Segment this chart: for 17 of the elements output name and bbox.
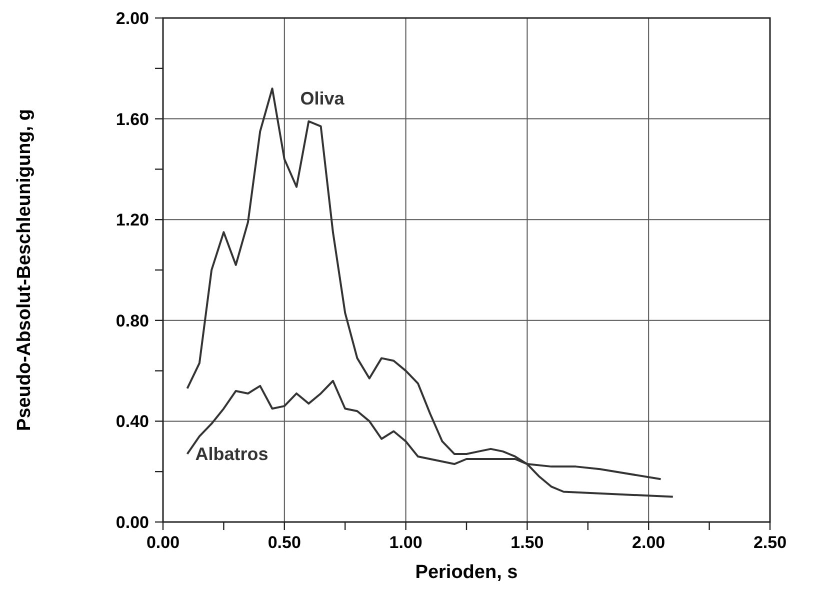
x-tick-label: 1.50 xyxy=(510,533,544,552)
y-tick-label: 0.00 xyxy=(116,512,149,532)
x-tick-label: 2.50 xyxy=(753,533,787,552)
x-tick-label: 1.00 xyxy=(389,533,422,552)
line-series xyxy=(186,88,674,498)
y-tick-label: 1.20 xyxy=(116,210,149,230)
x-axis-title: Perioden, s xyxy=(415,562,518,583)
x-tick-label: 2.00 xyxy=(632,533,666,552)
series-label: Oliva xyxy=(300,88,346,109)
y-tick-label: 2.00 xyxy=(116,8,149,28)
y-axis-title: Pseudo-Absolut-Beschleunigung, g xyxy=(14,109,35,431)
y-tick-label: 1.60 xyxy=(116,110,149,129)
y-tick-label: 0.40 xyxy=(116,412,149,432)
x-tick-label: 0.50 xyxy=(268,533,301,552)
x-tick-label: 0.00 xyxy=(146,533,180,552)
y-tick-label: 0.80 xyxy=(116,311,149,330)
series-label: Albatros xyxy=(195,444,268,464)
